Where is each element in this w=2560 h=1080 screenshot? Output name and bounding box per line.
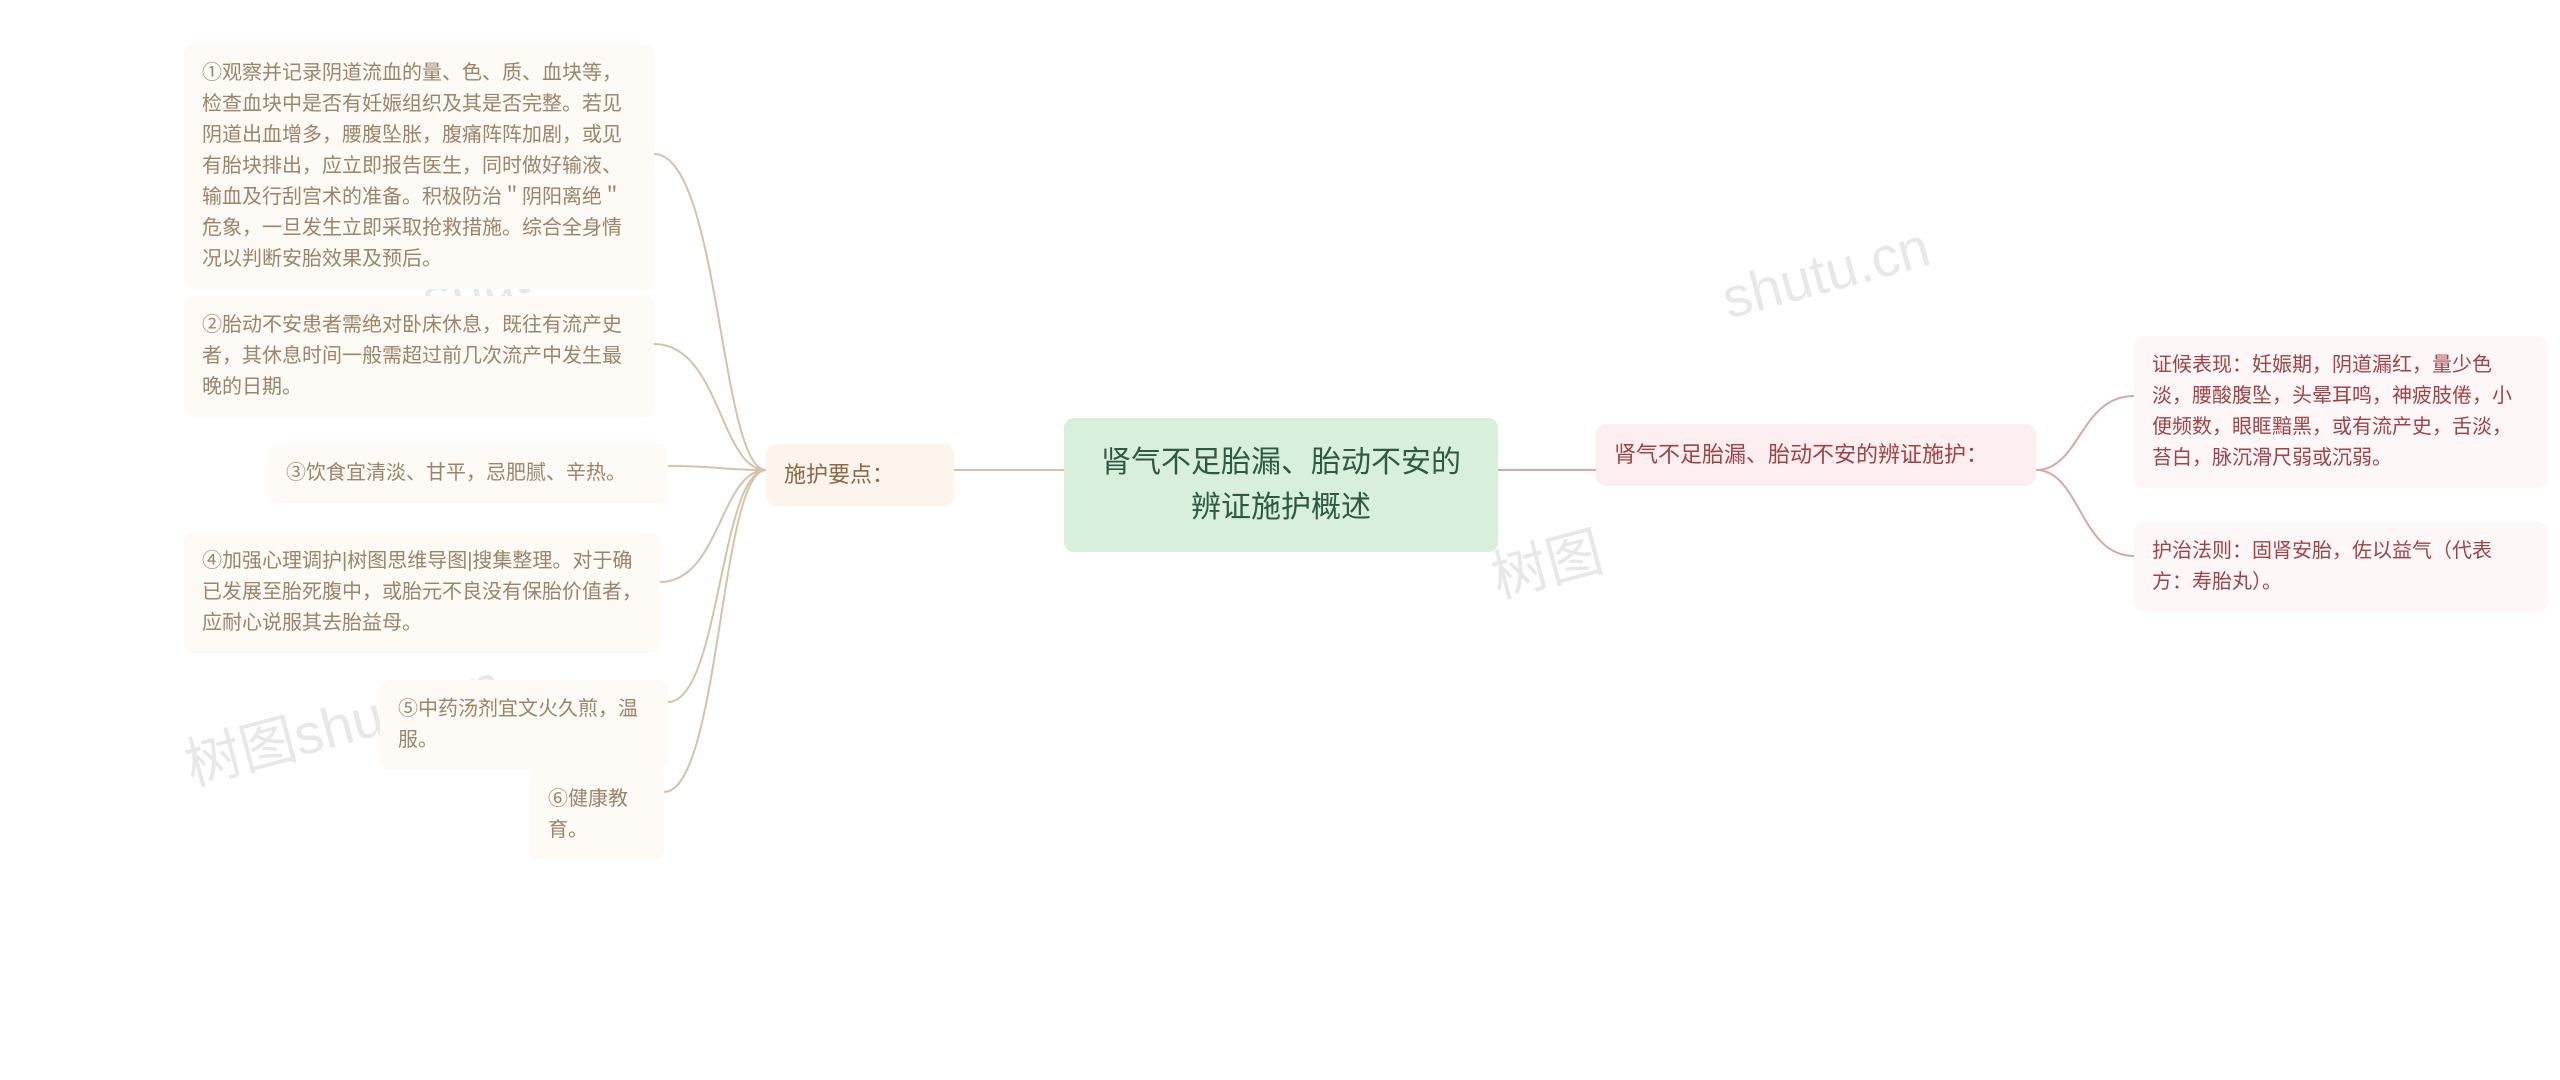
- branch-right[interactable]: 肾气不足胎漏、胎动不安的辨证施护：: [1596, 424, 2036, 486]
- root-node[interactable]: 肾气不足胎漏、胎动不安的辨证施护概述: [1064, 418, 1498, 552]
- leaf-left-1[interactable]: ①观察并记录阴道流血的量、色、质、血块等，检查血块中是否有妊娠组织及其是否完整。…: [184, 44, 654, 289]
- leaf-left-4[interactable]: ④加强心理调护|树图思维导图|搜集整理。对于确已发展至胎死腹中，或胎元不良没有保…: [184, 532, 660, 653]
- leaf-left-3[interactable]: ③饮食宜清淡、甘平，忌肥腻、辛热。: [268, 444, 668, 503]
- leaf-left-2[interactable]: ②胎动不安患者需绝对卧床休息，既往有流产史者，其休息时间一般需超过前几次流产中发…: [184, 296, 654, 417]
- leaf-left-5[interactable]: ⑤中药汤剂宜文火久煎，温服。: [380, 680, 668, 770]
- leaf-right-1[interactable]: 证候表现：妊娠期，阴道漏红，量少色淡，腰酸腹坠，头晕耳鸣，神疲肢倦，小便频数，眼…: [2134, 336, 2548, 488]
- branch-left[interactable]: 施护要点：: [766, 444, 954, 506]
- leaf-right-2[interactable]: 护治法则：固肾安胎，佐以益气（代表方：寿胎丸）。: [2134, 522, 2548, 612]
- mindmap-canvas: 肾气不足胎漏、胎动不安的辨证施护概述 肾气不足胎漏、胎动不安的辨证施护： 证候表…: [0, 0, 2560, 1080]
- leaf-left-6[interactable]: ⑥健康教育。: [530, 770, 664, 860]
